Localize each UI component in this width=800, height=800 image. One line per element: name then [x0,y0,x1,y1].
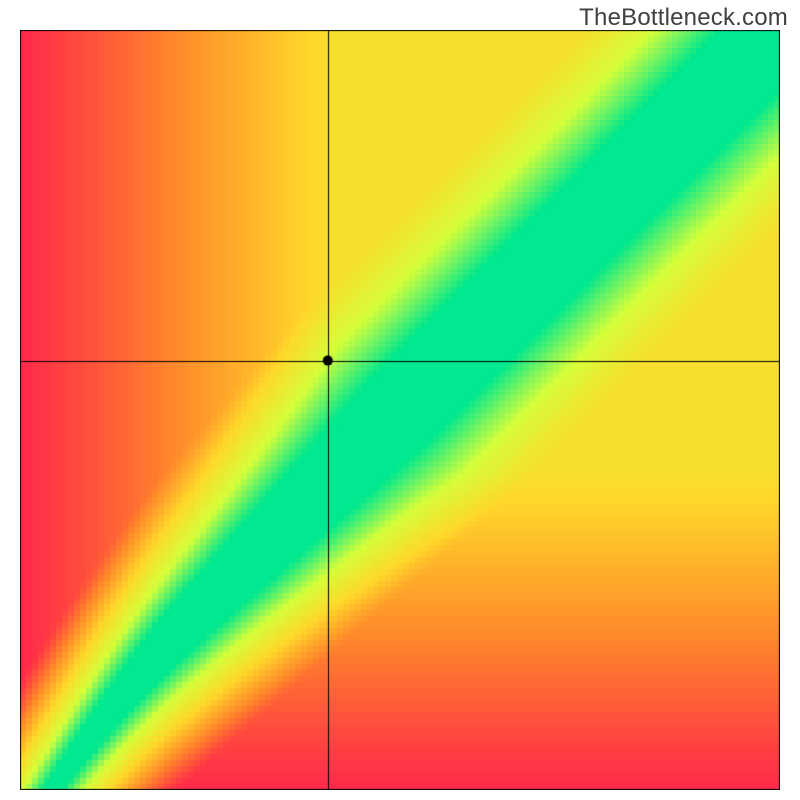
heatmap-canvas [20,30,780,790]
attribution-text: TheBottleneck.com [579,4,788,32]
bottleneck-heatmap [20,30,780,790]
